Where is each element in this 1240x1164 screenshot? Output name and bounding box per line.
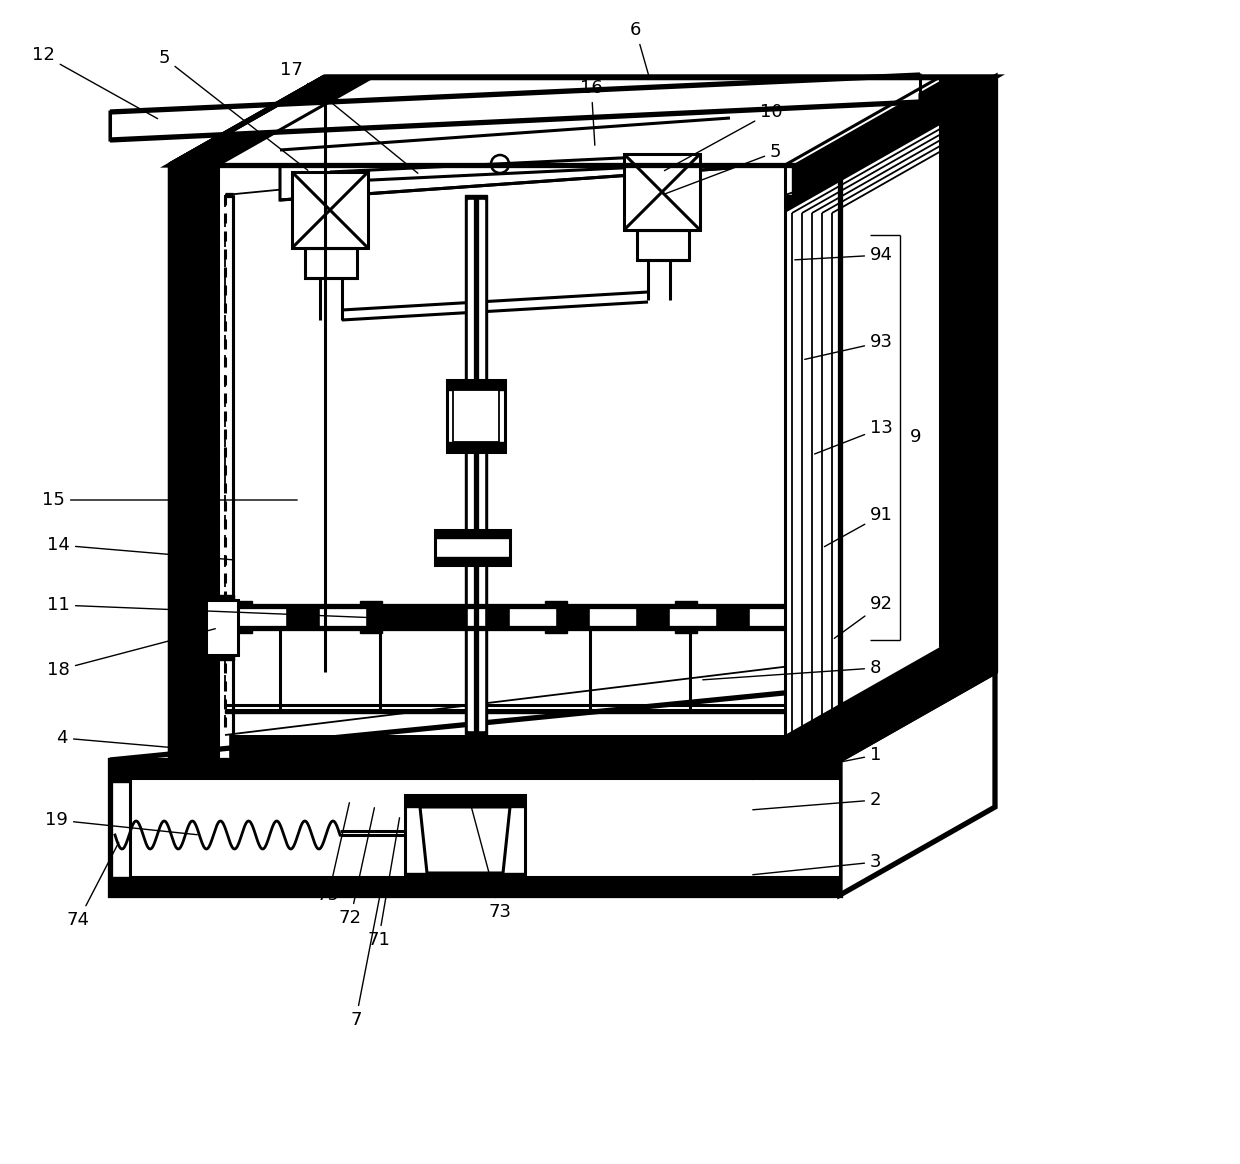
Text: 93: 93 <box>805 333 893 360</box>
Bar <box>405 873 525 885</box>
Bar <box>170 734 839 760</box>
Bar <box>405 795 525 807</box>
Text: 2: 2 <box>753 792 882 810</box>
Text: 4: 4 <box>57 729 197 750</box>
Bar <box>170 165 218 760</box>
Polygon shape <box>170 77 994 165</box>
Bar <box>453 390 498 442</box>
Text: 3: 3 <box>753 853 882 874</box>
Bar <box>446 442 505 452</box>
Polygon shape <box>785 518 940 629</box>
Bar <box>670 606 715 629</box>
Bar <box>675 601 697 606</box>
Polygon shape <box>785 125 940 734</box>
Bar <box>467 200 484 730</box>
Text: 71: 71 <box>367 818 399 949</box>
Bar <box>435 530 510 565</box>
Text: 72: 72 <box>339 808 374 927</box>
Bar <box>435 558 510 565</box>
Text: 16: 16 <box>580 79 603 146</box>
Bar <box>435 530 510 538</box>
Bar <box>224 710 785 714</box>
Bar <box>291 172 368 248</box>
Polygon shape <box>218 77 947 165</box>
Text: 6: 6 <box>630 21 650 77</box>
Text: 8: 8 <box>703 659 882 680</box>
Bar <box>510 606 556 629</box>
Text: 5: 5 <box>665 143 781 194</box>
Text: 75: 75 <box>317 803 350 904</box>
Text: 14: 14 <box>47 535 232 560</box>
Text: 10: 10 <box>665 102 782 171</box>
Bar <box>218 595 234 660</box>
Bar <box>465 196 487 734</box>
Text: 18: 18 <box>47 629 216 679</box>
Polygon shape <box>839 672 994 895</box>
Bar <box>224 196 785 734</box>
Text: 5: 5 <box>159 49 308 170</box>
Text: 13: 13 <box>815 419 893 454</box>
Bar <box>446 379 505 452</box>
Bar <box>110 760 839 895</box>
Bar <box>320 606 365 629</box>
Bar <box>637 230 689 260</box>
Bar <box>224 606 785 629</box>
Text: 19: 19 <box>45 811 197 835</box>
Polygon shape <box>420 807 510 873</box>
Text: 1: 1 <box>753 746 882 780</box>
Text: 9: 9 <box>910 428 921 447</box>
Bar <box>785 196 794 734</box>
Bar <box>360 601 382 606</box>
Polygon shape <box>839 647 994 760</box>
Polygon shape <box>839 77 994 760</box>
Text: 92: 92 <box>835 595 893 638</box>
Text: 94: 94 <box>795 246 893 264</box>
Text: 73: 73 <box>471 804 511 921</box>
Polygon shape <box>110 74 920 140</box>
Bar <box>130 778 839 876</box>
Bar <box>229 601 252 606</box>
Bar <box>675 629 697 633</box>
Bar <box>624 154 701 230</box>
Bar <box>546 601 567 606</box>
Bar <box>218 165 228 760</box>
Bar <box>792 165 839 760</box>
Text: 15: 15 <box>42 491 298 509</box>
Bar <box>546 629 567 633</box>
Bar <box>750 606 795 629</box>
Text: 7: 7 <box>350 897 379 1029</box>
Text: 11: 11 <box>47 596 377 618</box>
Polygon shape <box>280 118 730 200</box>
Bar <box>360 629 382 633</box>
Text: 17: 17 <box>280 61 418 173</box>
Text: 91: 91 <box>825 506 893 547</box>
Bar <box>405 795 525 885</box>
Bar <box>590 606 635 629</box>
Bar <box>110 760 994 782</box>
Bar <box>229 629 252 633</box>
Bar <box>446 379 505 390</box>
Text: 74: 74 <box>67 843 119 929</box>
Bar <box>110 876 839 895</box>
Bar <box>241 606 285 629</box>
Text: 12: 12 <box>32 47 157 119</box>
Bar <box>206 599 238 655</box>
Bar <box>305 248 357 278</box>
